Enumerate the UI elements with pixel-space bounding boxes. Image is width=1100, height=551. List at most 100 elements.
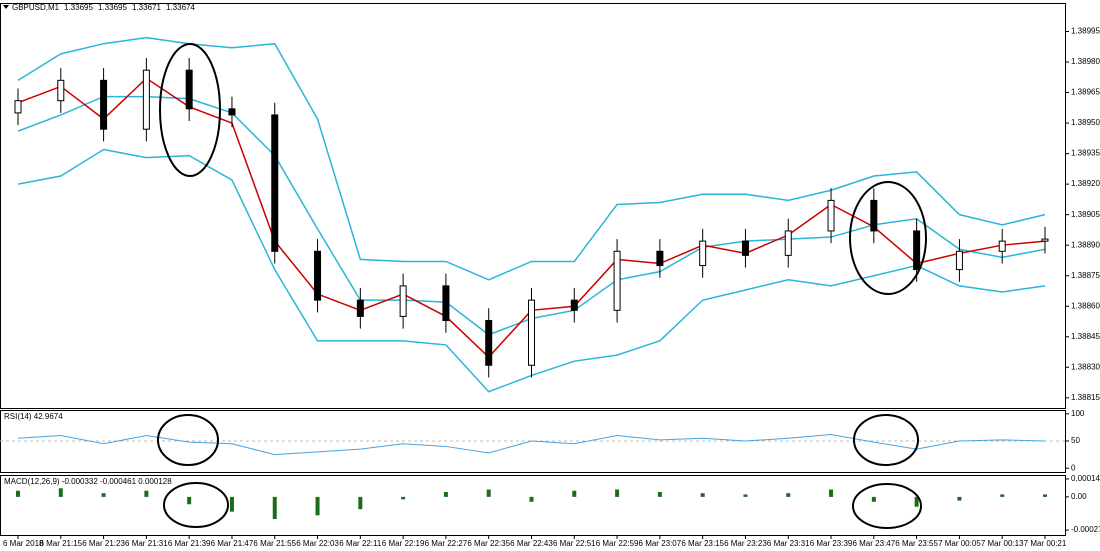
x-tick-label: 6 Mar 23:15 [681,539,724,548]
y-tick-label: 1.38950 [1071,118,1100,127]
x-tick-label: 6 Mar 23:39 [810,539,853,548]
x-tick-label: 6 Mar 22:19 [382,539,425,548]
y-tick-label: 1.38920 [1071,179,1100,188]
y-tick-label: 1.38830 [1071,362,1100,371]
x-tick-label: 6 Mar 23:07 [639,539,682,548]
x-tick-label: 6 Mar 21:31 [125,539,168,548]
x-tick-label: 6 Mar 21:15 [39,539,82,548]
y-tick-label: 1.38845 [1071,332,1100,341]
bar [401,496,406,500]
x-tick-label: 6 Mar 22:51 [553,539,596,548]
ellipse [157,414,219,466]
bar [144,490,149,497]
annotations [157,43,927,529]
bar [315,496,320,516]
y-tick-label: 1.38860 [1071,301,1100,310]
menu-arrow [3,5,9,9]
x-tick-label: 6 Mar 22:27 [425,539,468,548]
x-tick-label: 7 Mar 00:13 [981,539,1024,548]
panel-title: RSI(14) 42.9674 [4,412,63,421]
candle-body [998,240,1006,252]
bar [187,496,192,505]
panel-frame [0,475,1066,536]
candle-body [1041,238,1049,242]
header-value: 1.33674 [166,3,195,12]
x-tick-label: 6 Mar 22:03 [296,539,339,548]
bar [914,496,919,507]
bar [1000,494,1005,497]
candle-body [613,250,621,311]
candle-body [784,230,792,256]
candle-body [314,250,322,301]
header-value: 1.33671 [132,3,161,12]
y-tick-label: 1.38875 [1071,271,1100,280]
x-tick-label: 6 Mar 21:55 [253,539,296,548]
candle-body [699,240,707,267]
bar [615,489,620,497]
candle-body [185,69,193,110]
bar [957,496,962,501]
x-tick-label: 7 Mar 00:05 [938,539,981,548]
candle-body [528,299,535,366]
x-tick-label: 6 Mar 23:23 [724,539,767,548]
panel-frame [0,3,1066,409]
ellipse [159,43,221,177]
x-tick-label: 6 Mar 21:47 [211,539,254,548]
x-tick-label: 6 Mar 22:35 [467,539,510,548]
bar [572,490,577,497]
chart-title: GBPUSD,M1 [12,3,60,12]
x-tick-label: 6 Mar 22:11 [339,539,382,548]
candle-body [913,230,921,271]
candle-body [399,285,407,317]
x-tick-label: 6 Mar 21:23 [82,539,125,548]
ellipse [849,181,927,295]
y-tick-label: 1.38890 [1071,240,1100,249]
y-tick-label: -0.00027 [1071,525,1100,534]
y-tick-label: 1.38980 [1071,57,1100,66]
ellipse [853,414,919,466]
candle-body [827,199,835,232]
y-tick-label: 1.38905 [1071,210,1100,219]
candle-body [955,250,963,271]
y-tick-label: 100 [1071,409,1085,418]
panel-title: MACD(12,26,9) -0.000332 -0.000461 0.0001… [4,477,172,486]
x-tick-label: 6 Mar 22:43 [510,539,553,548]
bar [101,493,106,497]
candle-body [57,79,65,102]
candle-body [870,199,878,232]
x-tick-label: 7 Mar 00:21 [1024,539,1067,548]
candle-body [485,319,493,366]
bar [1043,494,1047,497]
ellipse [852,483,922,529]
y-tick-label: 50 [1071,436,1080,445]
bar [786,493,791,497]
bar [272,496,277,520]
header-value: 1.33695 [64,3,93,12]
bar [529,496,534,502]
x-tick-label: 6 Mar 23:55 [895,539,938,548]
bar [16,490,20,497]
header-value: 1.33695 [98,3,127,12]
bar [358,496,363,510]
x-tick-label: 6 Mar 22:59 [596,539,639,548]
bar [657,491,662,497]
x-tick-label: 6 Mar 23:31 [767,539,810,548]
y-tick-label: 0 [1071,463,1076,472]
line [17,433,1046,456]
bar [229,496,234,512]
candle-body [271,114,279,252]
ellipse [163,482,229,528]
candle-body [228,108,236,116]
candle-body [570,299,578,311]
bar [443,491,448,497]
candle-body [442,285,450,321]
y-tick-label: 1.38995 [1071,27,1100,36]
candle-body [741,240,749,256]
x-tick-label: 6 Mar 2018 [3,539,44,548]
y-tick-label: 1.38935 [1071,149,1100,158]
bar [743,494,748,497]
bar [486,489,491,497]
x-tick-label: 6 Mar 21:39 [168,539,211,548]
